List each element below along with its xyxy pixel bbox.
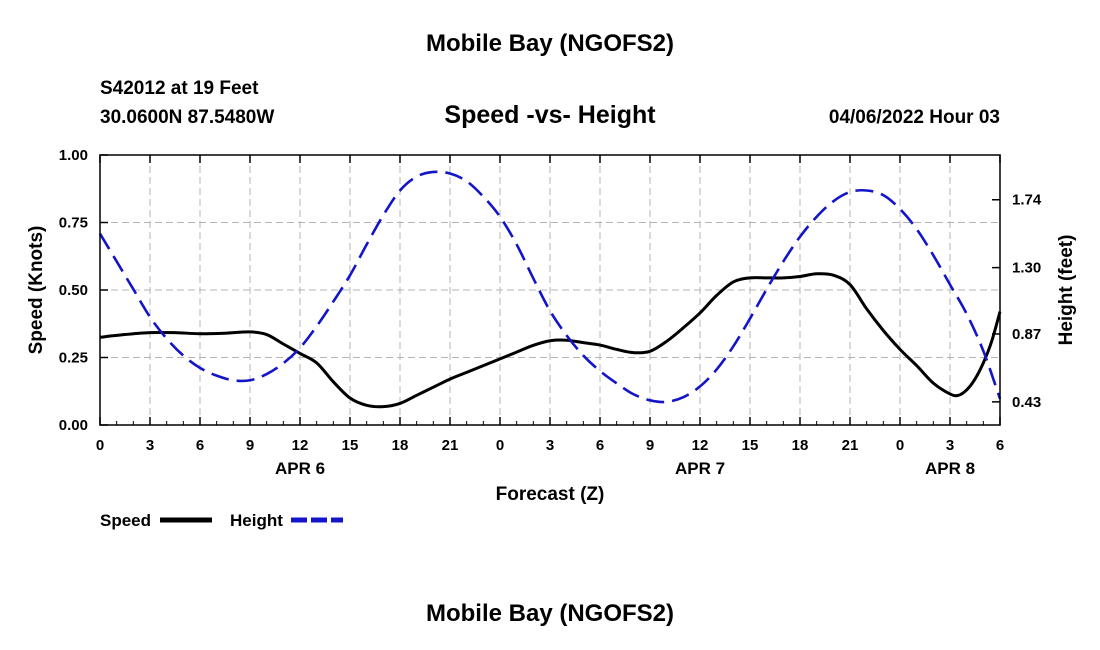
- legend: Speed Height: [100, 511, 343, 530]
- ticks: 0 3 6 9 12 15 18 21 0 3 6 9 12 15 18 21 0 3 6 APR 6 APR 7 APR…: [59, 147, 1042, 478]
- y-left-tick-label: 1.00: [59, 147, 88, 164]
- legend-height-label: Height: [230, 511, 283, 530]
- x-tick-label: 12: [292, 437, 309, 454]
- y-left-tick-label: 0.50: [59, 282, 88, 299]
- x-tick-label: 15: [342, 437, 359, 454]
- series-line-speed: [99, 272, 1002, 409]
- x-tick-label: 9: [646, 437, 654, 454]
- x-tick-label: 6: [996, 437, 1004, 454]
- x-date-label: APR 8: [925, 459, 975, 478]
- y-right-tick-label: 0.87: [1012, 326, 1041, 343]
- x-tick-label: 3: [546, 437, 554, 454]
- x-tick-label: 0: [896, 437, 904, 454]
- x-tick-label: 3: [146, 437, 154, 454]
- series-layer: [98, 170, 1002, 409]
- station-label: S42012 at 19 Feet: [100, 78, 259, 99]
- x-tick-label: 18: [392, 437, 409, 454]
- x-tick-label: 21: [442, 437, 459, 454]
- footer-title: Mobile Bay (NGOFS2): [425, 600, 675, 627]
- chart-subtitle: Speed -vs- Height: [444, 101, 656, 129]
- x-tick-label: 9: [246, 437, 254, 454]
- x-date-label: APR 7: [675, 459, 725, 478]
- y-right-tick-label: 1.30: [1012, 260, 1041, 277]
- x-tick-label: 15: [742, 437, 759, 454]
- legend-speed-label: Speed: [100, 511, 151, 530]
- y-axis-right-label: Height (feet): [1056, 235, 1077, 346]
- chart-title: Mobile Bay (NGOFS2): [425, 30, 675, 57]
- x-date-label: APR 6: [275, 459, 325, 478]
- x-tick-label: 0: [496, 437, 504, 454]
- series-line-height: [98, 170, 1002, 404]
- x-tick-label: 12: [692, 437, 709, 454]
- y-right-tick-label: 1.74: [1012, 192, 1042, 209]
- y-axis-left-label: Speed (Knots): [26, 226, 47, 355]
- y-left-tick-label: 0.25: [59, 350, 88, 367]
- x-tick-label: 21: [842, 437, 859, 454]
- x-tick-label: 6: [596, 437, 604, 454]
- forecast-datetime: 04/06/2022 Hour 03: [828, 107, 1000, 128]
- x-tick-label: 18: [792, 437, 809, 454]
- coordinates-label: 30.0600N 87.5480W: [100, 107, 275, 128]
- y-right-tick-label: 0.43: [1012, 394, 1041, 411]
- x-tick-label: 0: [96, 437, 104, 454]
- axis-labels: Forecast (Z) Speed (Knots) Height (feet): [26, 226, 1077, 505]
- x-tick-label: 3: [946, 437, 954, 454]
- x-axis-label: Forecast (Z): [496, 484, 605, 505]
- x-tick-label: 6: [196, 437, 204, 454]
- y-left-tick-label: 0.75: [59, 215, 88, 232]
- y-left-tick-label: 0.00: [59, 417, 88, 434]
- grid: [100, 154, 1000, 425]
